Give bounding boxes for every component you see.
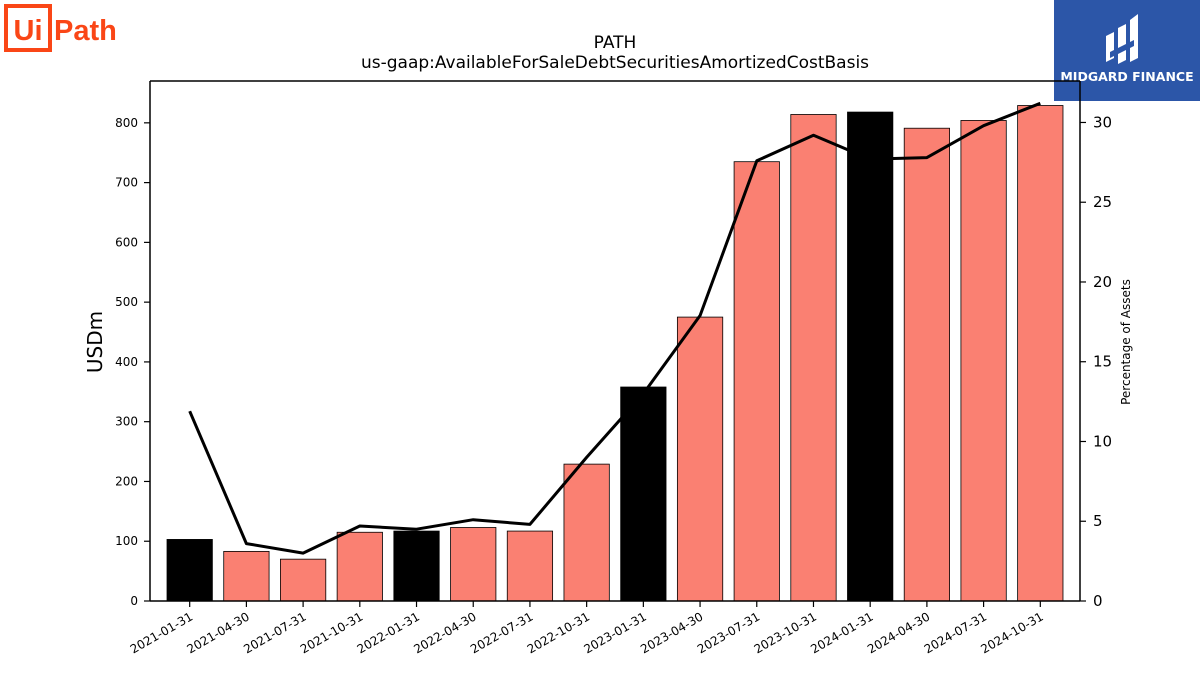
line-series: [188, 101, 1041, 555]
bar-2023-07-31: [733, 161, 780, 602]
bar-2021-01-31: [166, 539, 213, 602]
bar-2021-04-30: [223, 550, 270, 602]
bar-2023-10-31: [790, 114, 837, 602]
uipath-logo-ui: Ui: [14, 15, 43, 47]
bar-2023-01-31: [620, 386, 667, 602]
uipath-logo: Ui Path: [4, 4, 117, 52]
uipath-logo-path: Path: [54, 15, 117, 47]
bar-2021-10-31: [336, 531, 383, 602]
y-axis-label-left: USDm: [83, 311, 107, 373]
midgard-finance-emblem-icon: MIDGARD FINANCE: [1060, 14, 1194, 84]
x-tick-label: 2022-10-31: [525, 609, 592, 656]
bar-2022-10-31: [563, 463, 610, 602]
x-tick-label: 2021-10-31: [298, 609, 365, 656]
y-tick-label-left: 700: [115, 176, 138, 190]
x-tick-label: 2022-07-31: [468, 609, 535, 656]
y-tick-label-right: 25: [1093, 193, 1112, 211]
x-tick-label: 2024-04-30: [865, 609, 932, 656]
y-tick-label-left: 0: [130, 594, 138, 608]
bar-series: [166, 105, 1064, 602]
y-tick-label-right: 20: [1093, 273, 1112, 291]
midgard-finance-logo: MIDGARD FINANCE: [1054, 0, 1200, 101]
chart-title: PATH: [594, 33, 637, 53]
y-tick-label-left: 400: [115, 355, 138, 369]
midgard-finance-name: MIDGARD FINANCE: [1060, 69, 1193, 84]
y-tick-label-right: 30: [1093, 113, 1112, 131]
bar-2022-07-31: [506, 530, 554, 602]
bar-2022-01-31: [393, 530, 440, 602]
x-tick-label: 2023-04-30: [638, 609, 705, 656]
bar-2024-01-31: [847, 111, 894, 602]
x-tick-label: 2023-01-31: [581, 609, 648, 656]
x-tick-label: 2022-04-30: [411, 609, 478, 656]
y-tick-label-right: 5: [1093, 512, 1103, 530]
y-tick-label-left: 800: [115, 116, 138, 130]
x-tick-label: 2021-01-31: [128, 609, 195, 656]
bar-2021-07-31: [280, 558, 327, 602]
x-tick-label: 2024-10-31: [978, 609, 1045, 656]
x-tick-label: 2024-07-31: [922, 609, 989, 656]
x-tick-label: 2023-07-31: [695, 609, 762, 656]
x-tick-label: 2022-01-31: [355, 609, 422, 656]
y-tick-label-right: 0: [1093, 592, 1103, 610]
x-tick-label: 2023-10-31: [752, 609, 819, 656]
bar-2022-04-30: [450, 527, 497, 602]
percentage-of-assets-line: [188, 101, 1041, 555]
bar-2023-04-30: [676, 316, 724, 602]
bar-2024-10-31: [1017, 105, 1064, 602]
x-tick-label: 2021-07-31: [241, 609, 308, 656]
chart-subtitle: us-gaap:AvailableForSaleDebtSecuritiesAm…: [361, 53, 869, 73]
y-tick-label-left: 300: [115, 415, 138, 429]
y-tick-label-left: 500: [115, 295, 138, 309]
y-axis-label-right: Percentage of Assets: [1119, 279, 1133, 405]
x-tick-label: 2021-04-30: [184, 609, 251, 656]
bar-2024-04-30: [903, 127, 950, 602]
bar-2024-07-31: [960, 120, 1007, 602]
x-tick-label: 2024-01-31: [808, 609, 875, 656]
y-tick-label-right: 10: [1093, 432, 1112, 450]
y-tick-label-left: 200: [115, 474, 138, 488]
y-tick-label-right: 15: [1093, 353, 1112, 371]
y-tick-label-left: 600: [115, 235, 138, 249]
y-tick-label-left: 100: [115, 534, 138, 548]
